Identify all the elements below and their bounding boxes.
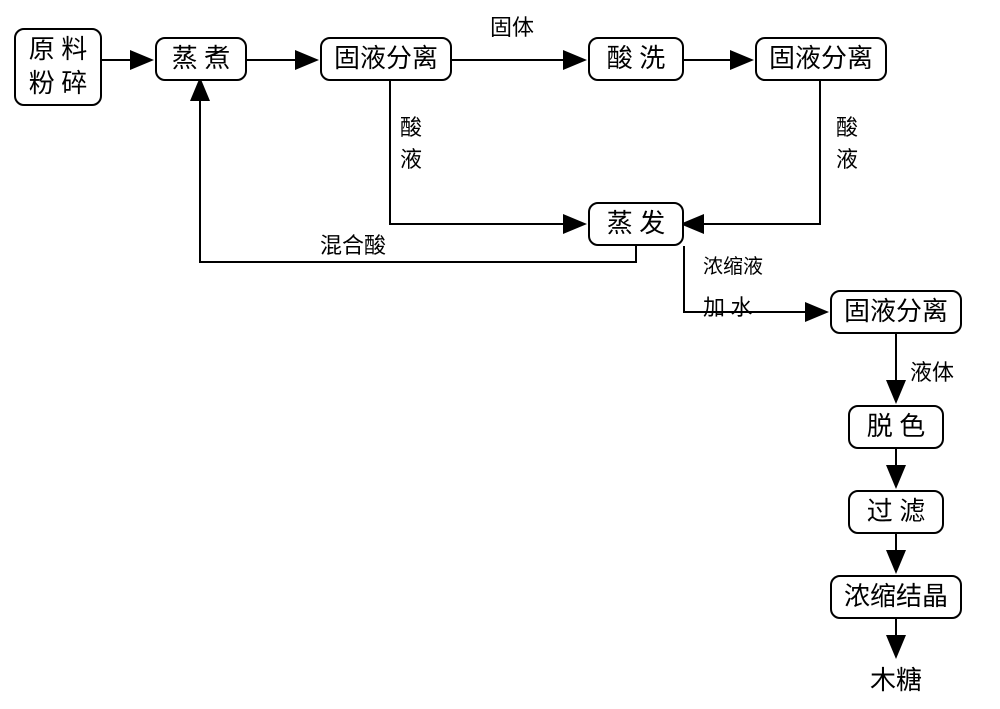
node-n5: 固液分离 [755,37,887,81]
label-l_acid1: 酸液 [400,110,422,174]
label-l_mixacid: 混合酸 [320,228,386,260]
edge-5 [684,81,820,224]
node-n6: 蒸 发 [588,202,684,246]
label-l_acid2: 酸液 [836,110,858,174]
node-n10: 浓缩结晶 [830,575,962,619]
node-n7: 固液分离 [830,290,962,334]
node-n3: 固液分离 [320,37,452,81]
node-n9: 过 滤 [848,490,944,534]
node-n8: 脱 色 [848,405,944,449]
node-n4: 酸 洗 [588,37,684,81]
label-l_xylose: 木糖 [870,660,922,697]
label-l_solid: 固体 [490,10,534,42]
node-n2: 蒸 煮 [155,37,247,81]
node-n1: 原 料粉 碎 [14,28,102,106]
label-l_addwater: 加 水 [703,290,753,322]
label-l_conc: 浓缩液 [703,250,763,279]
label-l_liquid: 液体 [910,355,954,387]
